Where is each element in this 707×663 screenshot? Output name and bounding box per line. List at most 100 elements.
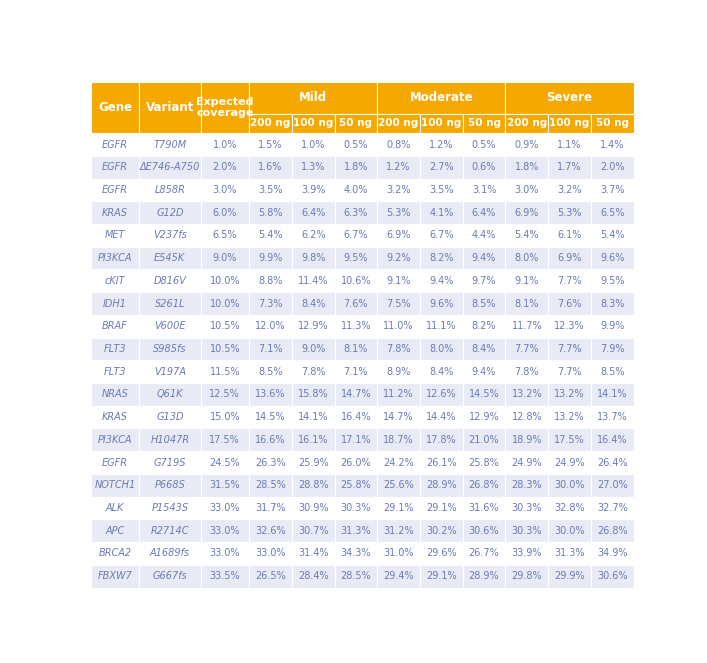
Text: 26.0%: 26.0% xyxy=(341,457,371,467)
Text: 34.3%: 34.3% xyxy=(341,548,371,558)
Text: 12.8%: 12.8% xyxy=(511,412,542,422)
Bar xyxy=(91,269,139,292)
Bar xyxy=(506,315,548,337)
Text: 8.0%: 8.0% xyxy=(429,344,453,354)
Bar xyxy=(591,452,633,474)
Text: 28.3%: 28.3% xyxy=(511,480,542,490)
Bar xyxy=(201,337,249,360)
Text: Variant: Variant xyxy=(146,101,194,114)
Bar xyxy=(91,519,139,542)
Text: G667fs: G667fs xyxy=(153,571,187,581)
Text: 5.4%: 5.4% xyxy=(515,231,539,241)
Text: 1.2%: 1.2% xyxy=(386,162,411,172)
Text: 29.4%: 29.4% xyxy=(383,571,414,581)
Text: 1.8%: 1.8% xyxy=(515,162,539,172)
Text: 1.0%: 1.0% xyxy=(213,139,237,150)
Bar xyxy=(139,519,201,542)
Bar xyxy=(292,315,334,337)
Bar xyxy=(292,383,334,406)
Text: 30.6%: 30.6% xyxy=(469,526,499,536)
Text: ALK: ALK xyxy=(106,503,124,513)
Text: 24.5%: 24.5% xyxy=(209,457,240,467)
Text: 28.4%: 28.4% xyxy=(298,571,329,581)
Bar xyxy=(292,452,334,474)
Text: 3.5%: 3.5% xyxy=(429,185,454,195)
Bar xyxy=(249,178,292,202)
Text: 9.5%: 9.5% xyxy=(344,253,368,263)
Bar xyxy=(249,133,292,156)
Bar xyxy=(292,292,334,315)
Text: 4.0%: 4.0% xyxy=(344,185,368,195)
Bar xyxy=(591,202,633,224)
Bar xyxy=(292,156,334,178)
Bar xyxy=(378,337,420,360)
Bar xyxy=(548,497,591,519)
Text: 2.7%: 2.7% xyxy=(429,162,454,172)
Text: 11.4%: 11.4% xyxy=(298,276,329,286)
Text: 3.1%: 3.1% xyxy=(472,185,496,195)
Bar xyxy=(591,156,633,178)
Bar xyxy=(462,133,506,156)
Text: 8.8%: 8.8% xyxy=(258,276,283,286)
Bar xyxy=(462,428,506,452)
Text: 16.1%: 16.1% xyxy=(298,435,329,445)
Text: 3.2%: 3.2% xyxy=(386,185,411,195)
Text: 6.7%: 6.7% xyxy=(429,231,454,241)
Text: V600E: V600E xyxy=(154,322,185,332)
Bar xyxy=(462,406,506,428)
Bar xyxy=(249,474,292,497)
Bar xyxy=(201,406,249,428)
Text: 6.1%: 6.1% xyxy=(557,231,582,241)
Bar xyxy=(591,428,633,452)
Bar xyxy=(420,428,462,452)
Text: 6.9%: 6.9% xyxy=(387,231,411,241)
Text: 25.8%: 25.8% xyxy=(341,480,371,490)
Bar xyxy=(548,428,591,452)
Bar xyxy=(334,565,378,587)
Text: 21.0%: 21.0% xyxy=(469,435,499,445)
Text: 32.8%: 32.8% xyxy=(554,503,585,513)
Text: 12.9%: 12.9% xyxy=(298,322,329,332)
Bar xyxy=(139,156,201,178)
Text: 34.9%: 34.9% xyxy=(597,548,627,558)
Text: 7.8%: 7.8% xyxy=(386,344,411,354)
Text: 5.4%: 5.4% xyxy=(600,231,624,241)
Bar xyxy=(334,247,378,269)
Text: 7.9%: 7.9% xyxy=(600,344,624,354)
Text: 10.5%: 10.5% xyxy=(209,322,240,332)
Text: L858R: L858R xyxy=(154,185,185,195)
Bar xyxy=(91,337,139,360)
Bar xyxy=(591,178,633,202)
Text: 24.9%: 24.9% xyxy=(554,457,585,467)
Bar xyxy=(420,269,462,292)
Text: 4.1%: 4.1% xyxy=(429,208,453,217)
Text: 8.5%: 8.5% xyxy=(472,298,496,308)
Bar xyxy=(334,292,378,315)
Text: 0.6%: 0.6% xyxy=(472,162,496,172)
Text: 28.5%: 28.5% xyxy=(255,480,286,490)
Text: 7.7%: 7.7% xyxy=(557,344,582,354)
Bar xyxy=(201,178,249,202)
Bar xyxy=(139,269,201,292)
Text: 9.4%: 9.4% xyxy=(472,253,496,263)
Text: 18.9%: 18.9% xyxy=(512,435,542,445)
Text: 8.4%: 8.4% xyxy=(301,298,325,308)
Text: 14.1%: 14.1% xyxy=(298,412,329,422)
Text: 29.6%: 29.6% xyxy=(426,548,457,558)
Text: 1.1%: 1.1% xyxy=(557,139,582,150)
Bar xyxy=(548,292,591,315)
Bar xyxy=(420,360,462,383)
Bar xyxy=(378,82,506,114)
Text: E545K: E545K xyxy=(154,253,185,263)
Text: 9.1%: 9.1% xyxy=(387,276,411,286)
Text: 12.6%: 12.6% xyxy=(426,389,457,399)
Text: 1.3%: 1.3% xyxy=(301,162,325,172)
Bar xyxy=(506,82,633,114)
Text: 7.1%: 7.1% xyxy=(344,367,368,377)
Bar xyxy=(139,360,201,383)
Text: KRAS: KRAS xyxy=(102,412,128,422)
Bar xyxy=(292,474,334,497)
Bar xyxy=(548,519,591,542)
Bar xyxy=(292,224,334,247)
Bar xyxy=(591,383,633,406)
